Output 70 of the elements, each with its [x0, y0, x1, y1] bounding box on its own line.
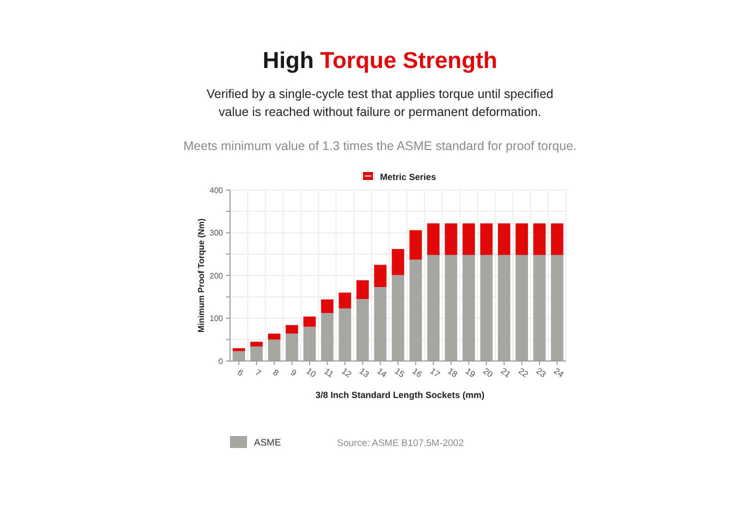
bar	[427, 223, 440, 255]
bar	[392, 275, 404, 361]
x-tick-label: 8	[271, 367, 281, 378]
y-tick-label: 300	[210, 228, 224, 238]
x-tick-label: 6	[236, 367, 246, 378]
bar	[303, 326, 316, 361]
y-tick-label: 100	[210, 314, 224, 324]
bar	[533, 223, 546, 255]
x-tick-label: 20	[481, 366, 496, 380]
y-tick-label: 0	[218, 356, 224, 366]
bar	[356, 280, 369, 300]
chart-subtitle: Verified by a single-cycle test that applies torque until specified value is reached without failure or permanent deformation.	[206, 87, 554, 119]
bar	[232, 351, 246, 361]
text: Metric Series	[380, 172, 436, 182]
bar	[232, 348, 246, 352]
x-tick-label: 12	[340, 366, 354, 380]
bar	[516, 254, 528, 361]
y-tick-label: 400	[210, 186, 224, 195]
bar	[286, 334, 298, 361]
bar	[516, 223, 528, 255]
x-tick-label: 24	[552, 366, 566, 380]
bar	[550, 254, 564, 361]
chart-title: High Torque Strength	[262, 47, 498, 73]
legend-label: ASME	[254, 437, 281, 448]
bar	[444, 254, 458, 361]
x-tick-label: 9	[288, 367, 299, 378]
bar	[250, 342, 263, 346]
x-tick-label: 16	[410, 366, 424, 380]
bar	[338, 308, 352, 361]
x-tick-label: 22	[516, 366, 530, 380]
x-tick-label: 17	[428, 366, 442, 380]
bar	[498, 254, 510, 361]
y-tick-label: 200	[210, 271, 224, 280]
x-tick-label: 19	[464, 366, 478, 380]
bar	[409, 230, 422, 260]
x-tick-label: 14	[375, 366, 389, 380]
bar	[303, 316, 316, 327]
x-tick-label: 10	[304, 366, 318, 380]
x-tick-label: 21	[499, 366, 513, 380]
x-tick-label: 23	[534, 366, 548, 380]
bar	[268, 340, 280, 361]
source-note: Source: ASME B107.5M-2002	[337, 438, 464, 449]
bar	[250, 346, 263, 361]
bar	[444, 223, 458, 255]
x-tick-label: 13	[358, 366, 372, 380]
bar	[392, 248, 404, 276]
bar	[268, 334, 280, 340]
x-axis-title: 3/8 Inch Standard Length Sockets (mm)	[315, 390, 485, 400]
bar	[462, 254, 475, 361]
x-tick-label: 11	[322, 366, 336, 380]
bar	[321, 313, 334, 361]
bar	[498, 223, 510, 255]
bar	[321, 299, 334, 314]
bar	[427, 254, 440, 361]
bar	[286, 325, 298, 334]
y-axis-title: Minimum Proof Torque (Nm)	[196, 218, 206, 333]
x-tick-label: 18	[446, 366, 460, 380]
bar	[462, 223, 475, 255]
bar	[480, 254, 493, 361]
bar	[550, 223, 564, 255]
bar	[409, 260, 422, 361]
x-tick-label: 7	[253, 367, 264, 378]
bar	[533, 254, 546, 361]
bar	[374, 264, 387, 288]
bar	[374, 287, 387, 361]
bar	[338, 292, 352, 308]
bar	[356, 299, 369, 361]
text: Meets minimum value of 1.3 times the ASME standard for proof torque.	[183, 139, 577, 153]
x-tick-label: 15	[392, 366, 407, 380]
bar	[480, 223, 493, 255]
